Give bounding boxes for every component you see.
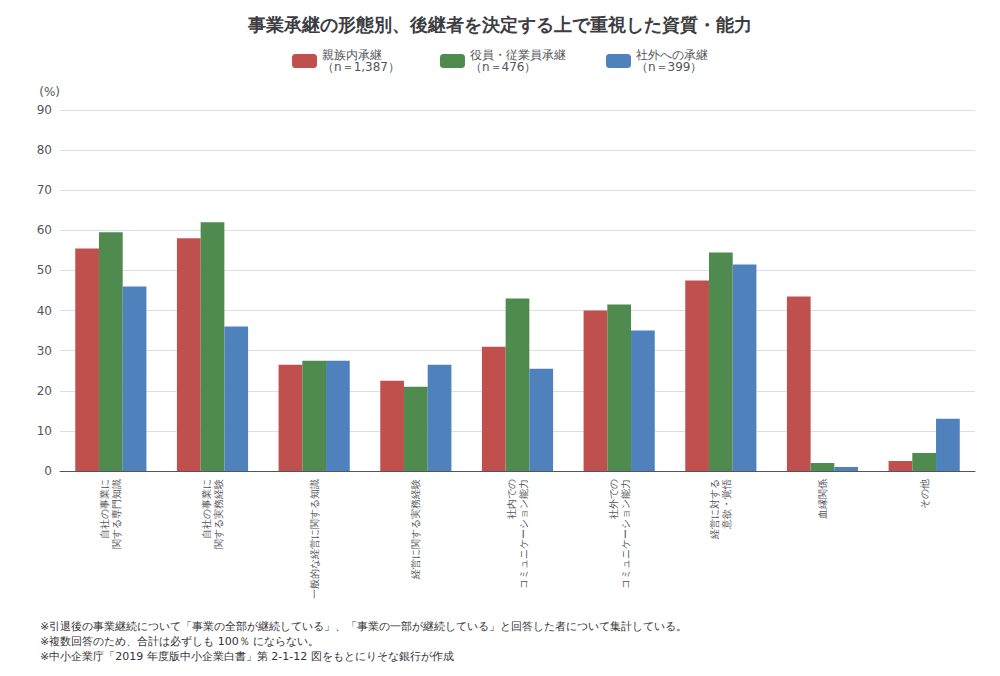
svg-text:※引退後の事業継続について「事業の全部が継続している」、「事: ※引退後の事業継続について「事業の全部が継続している」、「事業の一部が継続してい… bbox=[40, 620, 687, 633]
svg-text:（n＝399）: （n＝399） bbox=[636, 60, 703, 74]
svg-text:※複数回答のため、合計は必ずしも 100％ にならない。: ※複数回答のため、合計は必ずしも 100％ にならない。 bbox=[40, 635, 319, 648]
svg-text:関する実務経験: 関する実務経験 bbox=[213, 479, 224, 549]
svg-text:30: 30 bbox=[37, 344, 52, 358]
svg-text:※中小企業庁「2019 年度版中小企業白書」第 2-1-12: ※中小企業庁「2019 年度版中小企業白書」第 2-1-12 図をもとにりそな銀… bbox=[40, 650, 454, 663]
svg-text:80: 80 bbox=[37, 143, 52, 157]
svg-text:血縁関係: 血縁関係 bbox=[817, 479, 828, 519]
svg-text:自社の事業に: 自社の事業に bbox=[99, 479, 110, 539]
svg-text:経営に対する: 経営に対する bbox=[709, 479, 720, 540]
svg-text:20: 20 bbox=[37, 384, 52, 398]
svg-text:関する専門知識: 関する専門知識 bbox=[111, 479, 122, 549]
svg-text:0: 0 bbox=[44, 464, 52, 478]
svg-text:50: 50 bbox=[37, 263, 52, 277]
svg-text:（n＝476）: （n＝476） bbox=[470, 60, 537, 74]
svg-text:70: 70 bbox=[37, 183, 52, 197]
svg-text:90: 90 bbox=[37, 103, 52, 117]
svg-text:社外への承継: 社外への承継 bbox=[636, 48, 708, 62]
svg-text:一般的な経営に関する知識: 一般的な経営に関する知識 bbox=[309, 479, 320, 599]
svg-text:経営に関する実務経験: 経営に関する実務経験 bbox=[410, 479, 421, 580]
svg-text:親族内承継: 親族内承継 bbox=[322, 48, 382, 62]
svg-text:（n＝1,387）: （n＝1,387） bbox=[322, 60, 400, 74]
svg-text:役員・従業員承継: 役員・従業員承継 bbox=[470, 48, 566, 62]
svg-text:10: 10 bbox=[37, 424, 52, 438]
svg-text:60: 60 bbox=[37, 223, 52, 237]
svg-text:(%): (%) bbox=[39, 85, 60, 99]
svg-text:社内での: 社内での bbox=[506, 479, 517, 519]
svg-text:その他: その他 bbox=[919, 479, 930, 509]
svg-text:事業承継の形態別、後継者を決定する上で重視した資質・能力: 事業承継の形態別、後継者を決定する上で重視した資質・能力 bbox=[247, 14, 752, 35]
svg-text:40: 40 bbox=[37, 304, 52, 318]
svg-text:コミュニケーション能力: コミュニケーション能力 bbox=[620, 479, 631, 589]
svg-text:意欲・覚悟: 意欲・覚悟 bbox=[721, 479, 732, 530]
svg-text:コミュニケーション能力: コミュニケーション能力 bbox=[518, 479, 529, 589]
svg-text:自社の事業に: 自社の事業に bbox=[201, 479, 212, 539]
svg-text:社外での: 社外での bbox=[608, 479, 619, 519]
